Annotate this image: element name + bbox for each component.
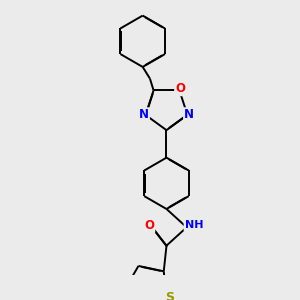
Text: N: N [139, 109, 149, 122]
Text: O: O [175, 82, 185, 95]
Text: NH: NH [185, 220, 203, 230]
Text: O: O [144, 219, 154, 232]
Text: S: S [165, 290, 174, 300]
Text: N: N [184, 109, 194, 122]
